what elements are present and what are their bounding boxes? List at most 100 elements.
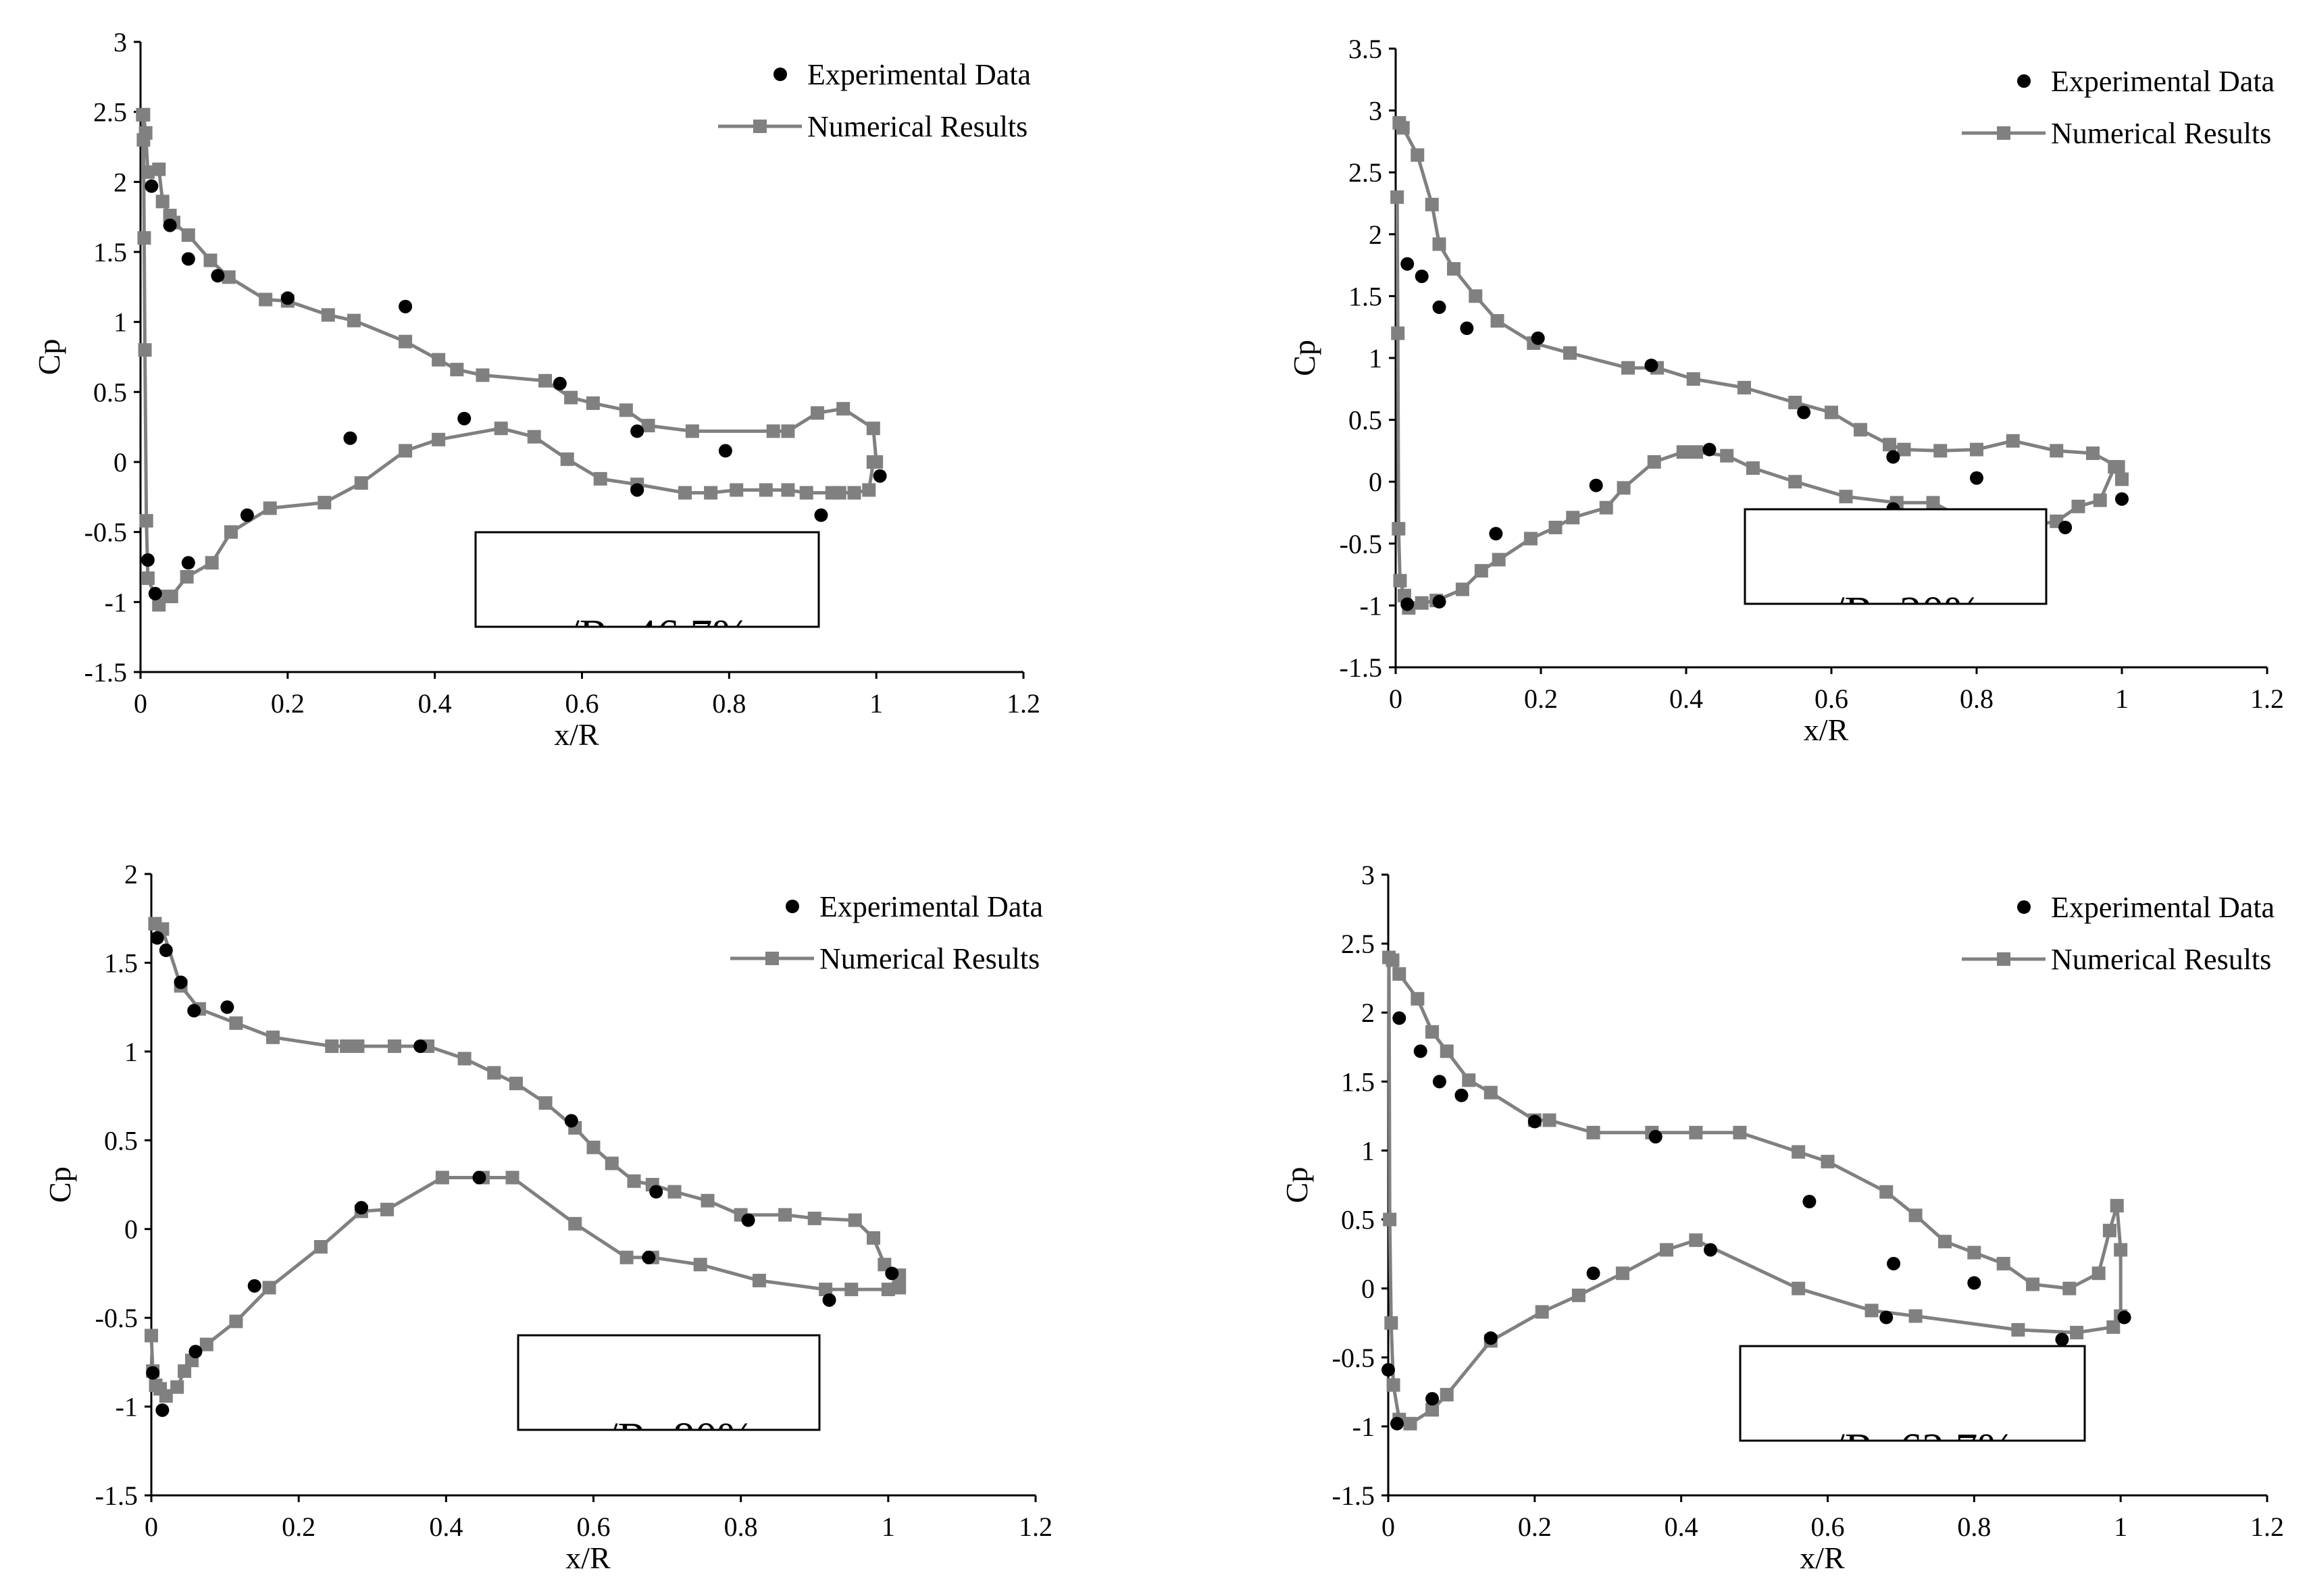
y-tick-label: 1 bbox=[1361, 1135, 1375, 1166]
experimental-data-point bbox=[1648, 1130, 1663, 1144]
numerical-results-marker bbox=[1425, 197, 1439, 211]
numerical-results-marker bbox=[881, 1283, 895, 1297]
y-tick-label: 1.5 bbox=[1348, 281, 1382, 311]
experimental-data-point bbox=[630, 424, 644, 438]
numerical-results-marker bbox=[730, 483, 744, 497]
experimental-data-point bbox=[141, 553, 155, 567]
numerical-results-marker bbox=[2050, 444, 2064, 458]
experimental-data-point bbox=[2058, 520, 2073, 534]
experimental-data-point bbox=[1381, 1363, 1395, 1377]
experimental-data-point bbox=[211, 269, 225, 283]
numerical-results-marker bbox=[1720, 448, 1734, 463]
y-axis-label: Cp bbox=[1287, 340, 1321, 376]
experimental-data-point bbox=[1425, 1392, 1440, 1406]
x-tick-label: 0 bbox=[134, 688, 147, 719]
experimental-data-point bbox=[2115, 492, 2129, 506]
y-tick-label: 0 bbox=[124, 1214, 138, 1245]
numerical-results-marker bbox=[1432, 237, 1446, 251]
numerical-results-marker bbox=[819, 1283, 833, 1297]
numerical-results-marker bbox=[807, 1211, 821, 1225]
y-axis-label: Cp bbox=[1279, 1167, 1314, 1204]
y-tick-label: 1 bbox=[124, 1037, 138, 1067]
numerical-results-marker bbox=[137, 231, 151, 245]
x-tick-label: 0.2 bbox=[282, 1512, 315, 1542]
legend-experimental-marker bbox=[786, 900, 799, 913]
experimental-data-point bbox=[1432, 300, 1446, 314]
experimental-data-point bbox=[343, 431, 357, 445]
numerical-results-marker bbox=[693, 1258, 707, 1272]
x-tick-label: 0 bbox=[1389, 684, 1402, 714]
numerical-results-marker bbox=[781, 483, 795, 497]
x-tick-label: 0 bbox=[145, 1512, 158, 1542]
numerical-results-marker bbox=[2114, 1243, 2128, 1257]
numerical-results-marker bbox=[1615, 1266, 1629, 1281]
numerical-results-marker bbox=[487, 1066, 501, 1080]
numerical-results-marker bbox=[605, 1156, 619, 1170]
x-tick-label: 1.2 bbox=[1007, 688, 1040, 719]
numerical-results-marker bbox=[259, 292, 273, 307]
numerical-results-marker bbox=[222, 270, 236, 284]
numerical-results-marker bbox=[704, 486, 718, 500]
y-tick-label: 2 bbox=[1369, 220, 1382, 250]
numerical-results-marker bbox=[159, 1389, 173, 1403]
numerical-results-marker bbox=[1908, 1208, 1923, 1222]
numerical-results-marker bbox=[1483, 1085, 1498, 1100]
numerical-results-marker bbox=[1839, 490, 1853, 504]
experimental-data-point bbox=[564, 1114, 578, 1128]
x-tick-label: 0.6 bbox=[1815, 684, 1848, 714]
x-tick-label: 0.2 bbox=[1524, 684, 1558, 714]
numerical-results-marker bbox=[1883, 438, 1896, 452]
numerical-results-marker bbox=[340, 1039, 354, 1053]
y-tick-label: 1 bbox=[1369, 343, 1382, 374]
numerical-results-marker bbox=[229, 1314, 243, 1329]
numerical-results-marker bbox=[766, 424, 780, 438]
numerical-results-marker bbox=[148, 917, 162, 931]
station-label-text: x/R=20% bbox=[1810, 588, 1981, 637]
numerical-results-marker bbox=[2102, 1223, 2116, 1237]
numerical-results-marker bbox=[1676, 445, 1690, 459]
y-tick-label: -1 bbox=[105, 587, 127, 617]
numerical-results-marker bbox=[1411, 992, 1425, 1006]
numerical-results-marker bbox=[1686, 372, 1700, 386]
numerical-results-marker bbox=[678, 486, 692, 500]
x-tick-label: 1 bbox=[869, 688, 883, 719]
experimental-data-point bbox=[1432, 1075, 1446, 1089]
numerical-results-marker bbox=[224, 525, 238, 539]
numerical-results-marker bbox=[1563, 346, 1577, 360]
numerical-results-marker bbox=[1440, 1387, 1454, 1401]
numerical-results-marker bbox=[2091, 1266, 2106, 1281]
experimental-data-point bbox=[885, 1266, 899, 1281]
x-tick-label: 0 bbox=[1381, 1512, 1395, 1542]
numerical-results-marker bbox=[1566, 511, 1580, 525]
numerical-results-marker bbox=[199, 1337, 213, 1352]
x-axis-label: x/R bbox=[1804, 713, 1849, 747]
y-tick-label: 1.5 bbox=[1341, 1066, 1375, 1097]
experimental-data-point bbox=[181, 252, 195, 266]
experimental-data-point bbox=[1460, 321, 1474, 336]
numerical-results-marker bbox=[1462, 1073, 1476, 1087]
experimental-data-point bbox=[1797, 405, 1811, 419]
numerical-results-marker bbox=[1455, 582, 1469, 596]
y-tick-label: -1.5 bbox=[95, 1481, 138, 1511]
y-tick-label: 2.5 bbox=[1348, 157, 1382, 188]
numerical-results-marker bbox=[1392, 115, 1406, 130]
numerical-results-marker bbox=[141, 571, 155, 586]
numerical-results-marker bbox=[1469, 289, 1483, 303]
x-tick-label: 0.6 bbox=[565, 688, 599, 719]
numerical-results-marker bbox=[263, 501, 277, 515]
numerical-results-marker bbox=[641, 419, 655, 433]
numerical-results-marker bbox=[1386, 953, 1400, 967]
numerical-results-line bbox=[149, 922, 901, 1398]
station-label-box bbox=[1739, 1345, 2086, 1442]
numerical-results-marker bbox=[1490, 314, 1504, 328]
experimental-data-point bbox=[399, 299, 413, 313]
numerical-results-marker bbox=[432, 432, 446, 446]
numerical-results-marker bbox=[450, 363, 464, 377]
numerical-results-marker bbox=[2086, 446, 2100, 461]
numerical-results-marker bbox=[1996, 1256, 2010, 1270]
y-tick-label: 0 bbox=[113, 447, 127, 478]
numerical-results-marker bbox=[1926, 496, 1940, 510]
numerical-results-marker bbox=[847, 486, 861, 500]
y-tick-label: 0.5 bbox=[1348, 405, 1382, 436]
numerical-results-marker bbox=[205, 556, 219, 570]
